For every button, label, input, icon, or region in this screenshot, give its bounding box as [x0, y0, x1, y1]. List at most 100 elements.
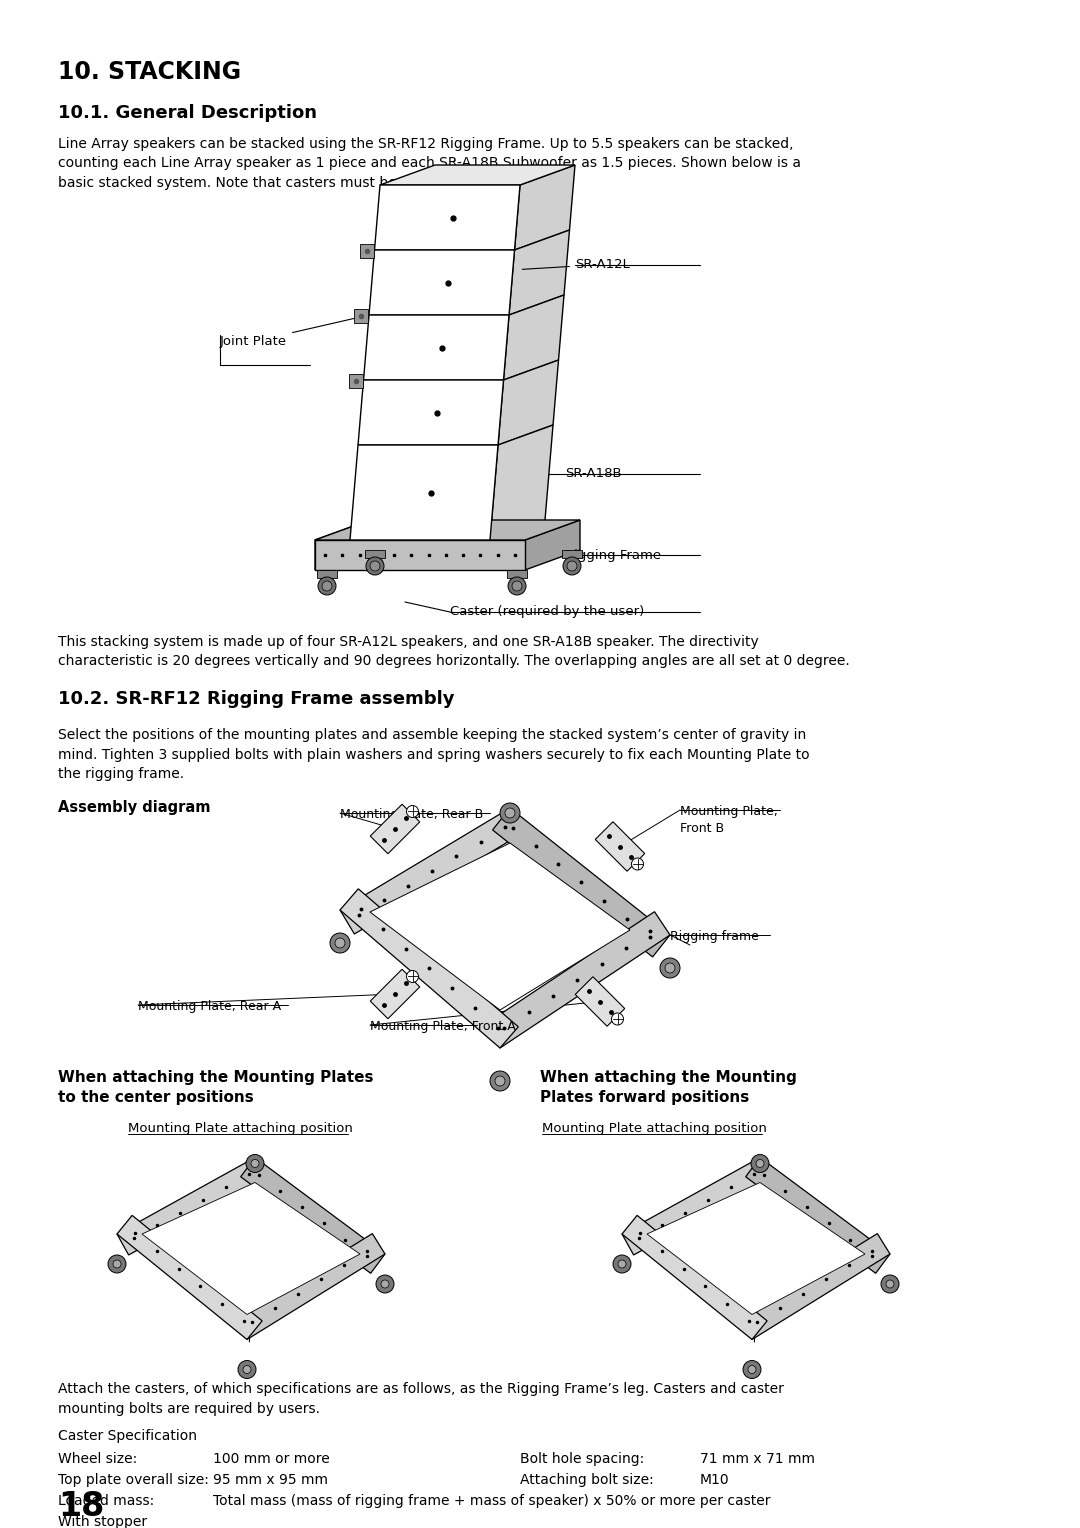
Polygon shape	[576, 976, 624, 1027]
Text: 18: 18	[58, 1490, 105, 1523]
Text: Wheel size:: Wheel size:	[58, 1452, 137, 1465]
Polygon shape	[360, 244, 374, 258]
Circle shape	[563, 558, 581, 575]
Polygon shape	[595, 822, 645, 871]
Text: Top plate overall size:: Top plate overall size:	[58, 1473, 208, 1487]
Text: Total mass (mass of rigging frame + mass of speaker) x 50% or more per caster: Total mass (mass of rigging frame + mass…	[213, 1494, 770, 1508]
Text: Mounting Plate, Rear B: Mounting Plate, Rear B	[340, 808, 483, 821]
Circle shape	[322, 581, 332, 591]
Polygon shape	[350, 445, 498, 539]
Text: Select the positions of the mounting plates and assemble keeping the stacked sys: Select the positions of the mounting pla…	[58, 727, 810, 781]
Text: 100 mm or more: 100 mm or more	[213, 1452, 329, 1465]
Text: Mounting Plate, Front A: Mounting Plate, Front A	[370, 1021, 516, 1033]
Circle shape	[318, 578, 336, 594]
Polygon shape	[354, 309, 368, 322]
Polygon shape	[622, 1215, 767, 1340]
Polygon shape	[364, 315, 509, 380]
Polygon shape	[365, 550, 384, 558]
Circle shape	[406, 805, 419, 817]
Circle shape	[660, 958, 680, 978]
Circle shape	[406, 970, 419, 983]
Text: When attaching the Mounting Plates
to the center positions: When attaching the Mounting Plates to th…	[58, 1070, 374, 1105]
Text: Attaching bolt size:: Attaching bolt size:	[519, 1473, 653, 1487]
Circle shape	[508, 578, 526, 594]
Polygon shape	[370, 969, 420, 1019]
Text: Loaded mass:: Loaded mass:	[58, 1494, 154, 1508]
Circle shape	[113, 1261, 121, 1268]
Circle shape	[665, 963, 675, 973]
Circle shape	[238, 1360, 256, 1378]
Polygon shape	[340, 889, 518, 1048]
Circle shape	[881, 1274, 899, 1293]
Text: Mounting Plate,
Front B: Mounting Plate, Front B	[680, 805, 778, 834]
Polygon shape	[647, 1183, 865, 1314]
Text: Assembly diagram: Assembly diagram	[58, 801, 211, 814]
Circle shape	[108, 1254, 126, 1273]
Polygon shape	[492, 808, 670, 957]
Text: Mounting Plate attaching position: Mounting Plate attaching position	[542, 1122, 767, 1135]
Text: Mounting Plate attaching position: Mounting Plate attaching position	[129, 1122, 353, 1135]
Circle shape	[632, 859, 644, 869]
Circle shape	[490, 1071, 510, 1091]
Polygon shape	[141, 1183, 360, 1314]
Text: M10: M10	[700, 1473, 730, 1487]
Text: Rigging Frame: Rigging Frame	[565, 549, 661, 561]
Circle shape	[505, 808, 515, 817]
Text: Caster Specification: Caster Specification	[58, 1429, 197, 1442]
Circle shape	[618, 1261, 626, 1268]
Circle shape	[251, 1160, 259, 1167]
Polygon shape	[745, 1158, 890, 1273]
Text: 10. STACKING: 10. STACKING	[58, 60, 241, 84]
Polygon shape	[485, 912, 670, 1048]
Text: 95 mm x 95 mm: 95 mm x 95 mm	[213, 1473, 328, 1487]
Polygon shape	[117, 1158, 267, 1254]
Polygon shape	[315, 539, 525, 570]
Circle shape	[330, 934, 350, 953]
Polygon shape	[234, 1233, 384, 1340]
Text: Bolt hole spacing:: Bolt hole spacing:	[519, 1452, 645, 1465]
Polygon shape	[315, 520, 580, 539]
Circle shape	[500, 804, 519, 824]
Polygon shape	[509, 231, 569, 315]
Circle shape	[366, 558, 384, 575]
Polygon shape	[340, 808, 525, 934]
Circle shape	[246, 1155, 264, 1172]
Polygon shape	[514, 165, 575, 251]
Circle shape	[370, 561, 380, 571]
Polygon shape	[359, 380, 503, 445]
Text: Caster (required by the user): Caster (required by the user)	[450, 605, 645, 619]
Text: SR-A12L: SR-A12L	[523, 258, 630, 270]
Circle shape	[611, 1013, 623, 1025]
Polygon shape	[503, 295, 564, 380]
Circle shape	[495, 1076, 505, 1086]
Polygon shape	[318, 570, 337, 578]
Polygon shape	[349, 374, 363, 388]
Circle shape	[613, 1254, 631, 1273]
Circle shape	[743, 1360, 761, 1378]
Polygon shape	[375, 185, 519, 251]
Text: Line Array speakers can be stacked using the SR-RF12 Rigging Frame. Up to 5.5 sp: Line Array speakers can be stacked using…	[58, 138, 801, 189]
Circle shape	[751, 1155, 769, 1172]
Polygon shape	[490, 425, 553, 539]
Circle shape	[335, 938, 345, 947]
Polygon shape	[370, 804, 420, 854]
Circle shape	[567, 561, 577, 571]
Circle shape	[512, 581, 522, 591]
Text: 71 mm x 71 mm: 71 mm x 71 mm	[700, 1452, 815, 1465]
Circle shape	[376, 1274, 394, 1293]
Polygon shape	[740, 1233, 890, 1340]
Polygon shape	[380, 165, 575, 185]
Text: Joint Plate: Joint Plate	[220, 316, 366, 348]
Circle shape	[243, 1366, 251, 1374]
Text: Mounting Plate, Rear A: Mounting Plate, Rear A	[138, 999, 281, 1013]
Text: SR-A18B: SR-A18B	[565, 468, 622, 480]
Polygon shape	[498, 361, 558, 445]
Text: 10.2. SR-RF12 Rigging Frame assembly: 10.2. SR-RF12 Rigging Frame assembly	[58, 691, 455, 707]
Polygon shape	[241, 1158, 384, 1273]
Text: When attaching the Mounting
Plates forward positions: When attaching the Mounting Plates forwa…	[540, 1070, 797, 1105]
Text: With stopper: With stopper	[58, 1514, 147, 1528]
Polygon shape	[507, 570, 527, 578]
Circle shape	[756, 1160, 764, 1167]
Polygon shape	[525, 520, 580, 570]
Text: Attach the casters, of which specifications are as follows, as the Rigging Frame: Attach the casters, of which specificati…	[58, 1381, 784, 1415]
